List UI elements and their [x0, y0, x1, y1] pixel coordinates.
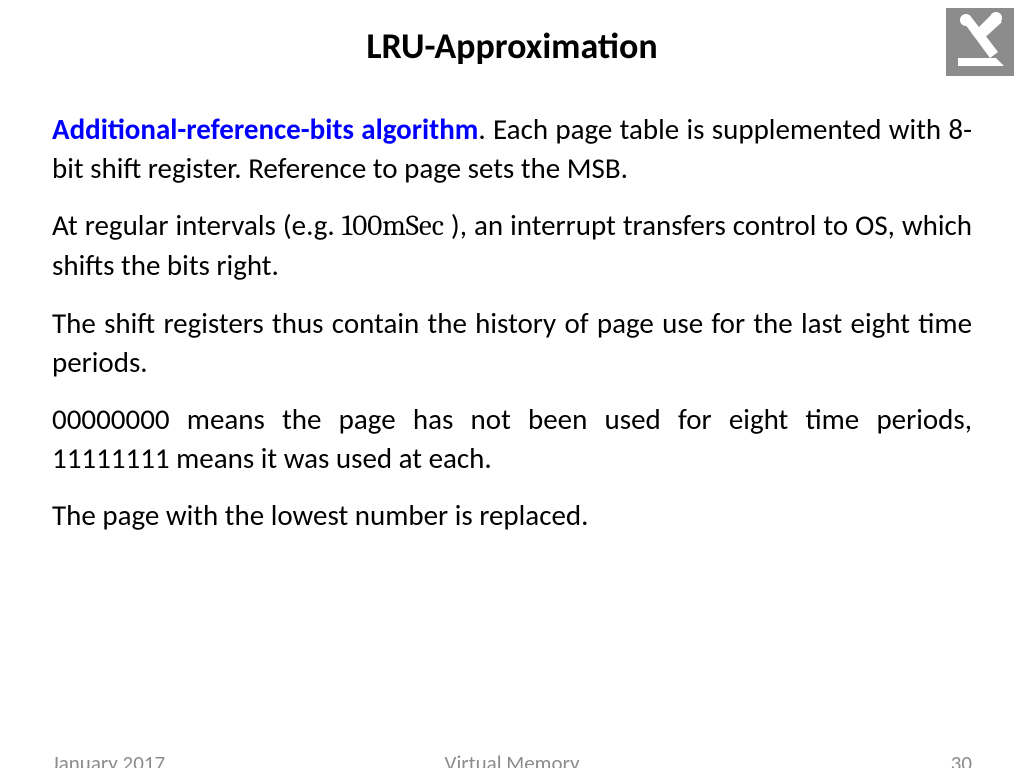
slide: LRU-Approximation Additional-reference-b… [0, 0, 1024, 768]
paragraph-4: 00000000 means the page has not been use… [52, 400, 972, 478]
footer-page-number: 30 [951, 750, 972, 768]
paragraph-1: Additional-reference-bits algorithm. Eac… [52, 110, 972, 188]
slide-title: LRU-Approximation [0, 24, 1024, 68]
paragraph-5: The page with the lowest number is repla… [52, 496, 972, 535]
paragraph-3: The shift registers thus contain the his… [52, 304, 972, 382]
slide-body: Additional-reference-bits algorithm. Eac… [52, 110, 972, 535]
interval-value: 100mSec [342, 210, 444, 243]
footer-topic: Virtual Memory [0, 750, 1024, 768]
paragraph-2a: At regular intervals (e.g. [52, 207, 342, 243]
paragraph-2: At regular intervals (e.g. 100mSec ), an… [52, 206, 972, 285]
algorithm-name: Additional-reference-bits algorithm [52, 111, 478, 147]
